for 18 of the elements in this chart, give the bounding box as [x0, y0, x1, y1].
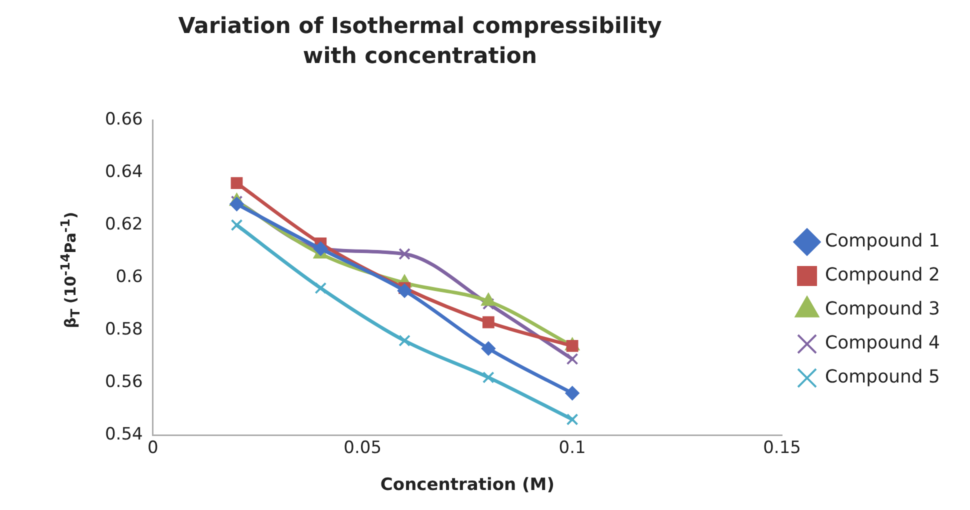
legend-label: Compound 3: [825, 298, 940, 320]
x-axis-title: Concentration (M): [380, 475, 554, 496]
y-tick-label: 0.58: [104, 320, 143, 340]
legend-label: Compound 2: [825, 264, 940, 286]
y-tick-label: 0.64: [104, 162, 143, 182]
y-tick-label: 0.6: [116, 267, 143, 288]
legend-label: Compound 4: [825, 332, 940, 354]
x-tick-label: 0: [147, 438, 158, 458]
legend-label: Compound 5: [825, 366, 940, 388]
chart-title: Variation of Isothermal compressibility with concentration: [177, 13, 663, 71]
y-tick-label: 0.54: [104, 424, 143, 445]
y-tick-label: 0.56: [104, 372, 143, 392]
y-tick-label: 0.62: [104, 214, 143, 234]
y-tick-label: 0.66: [104, 109, 143, 130]
x-tick-label: 0.05: [344, 438, 382, 458]
x-tick-label: 0.1: [558, 438, 586, 458]
x-tick-label: 0.15: [763, 438, 801, 458]
legend-label: Compound 1: [825, 230, 940, 252]
